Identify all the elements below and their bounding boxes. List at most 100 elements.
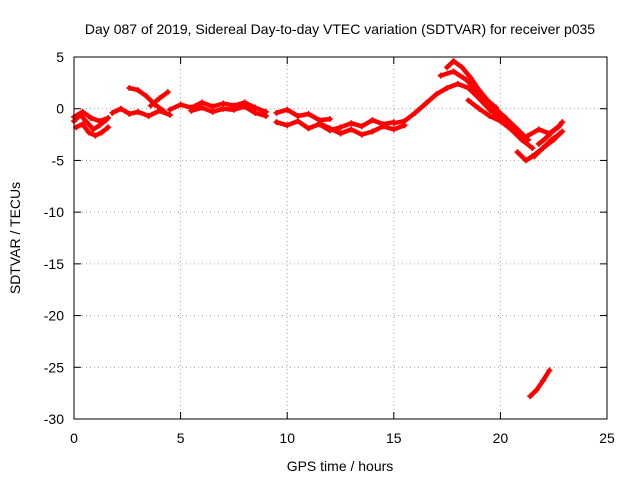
data-point: [348, 120, 355, 127]
data-point: [209, 108, 216, 115]
data-point: [450, 58, 457, 65]
data-point: [134, 87, 141, 94]
data-point: [105, 115, 112, 122]
data-point: [85, 129, 92, 136]
data-point: [527, 393, 534, 400]
series-track-14: [437, 68, 532, 143]
data-point: [117, 105, 124, 112]
data-point: [241, 103, 248, 110]
data-point: [198, 99, 205, 106]
data-point: [143, 93, 150, 100]
data-point: [540, 377, 547, 384]
data-point: [305, 125, 312, 132]
data-point: [548, 129, 555, 136]
data-point: [109, 109, 116, 116]
series-line: [391, 81, 524, 137]
chart-title: Day 087 of 2019, Sidereal Day-to-day VTE…: [85, 21, 595, 37]
data-point: [459, 64, 466, 71]
data-point: [358, 131, 365, 138]
series-track-5: [126, 85, 167, 114]
series-track-3: [71, 108, 112, 125]
data-point: [525, 132, 532, 139]
x-tick-label: 25: [599, 430, 615, 446]
plot-frame: [73, 56, 608, 420]
series-track-2: [73, 121, 112, 139]
data-point: [126, 110, 133, 117]
data-point: [467, 74, 474, 81]
data-point: [88, 115, 95, 122]
data-point: [160, 107, 167, 114]
data-point: [305, 110, 312, 117]
data-point: [476, 90, 483, 97]
data-point: [531, 153, 538, 160]
data-point: [444, 64, 451, 71]
data-point: [96, 118, 103, 125]
data-point: [284, 106, 291, 113]
data-point: [326, 125, 333, 132]
y-tick-label: -5: [52, 152, 65, 168]
series-line: [438, 69, 531, 142]
series-track-20: [527, 367, 553, 400]
series-track-4: [109, 105, 173, 119]
y-axis-label: SDTVAR / TECUs: [7, 182, 23, 294]
y-tick-label: -25: [44, 359, 64, 375]
data-point: [508, 126, 515, 133]
data-point: [358, 123, 365, 130]
data-point: [540, 145, 547, 152]
y-tick-label: -30: [44, 411, 64, 427]
data-point: [529, 145, 536, 152]
data-point: [273, 109, 280, 116]
data-point: [444, 85, 451, 92]
x-tick-label: 5: [177, 430, 185, 446]
data-point: [465, 97, 472, 104]
data-point: [252, 104, 259, 111]
y-tick-label: -20: [44, 308, 64, 324]
x-tick-label: 0: [70, 430, 78, 446]
data-point: [98, 129, 105, 136]
data-point: [369, 117, 376, 124]
data-point: [463, 76, 470, 83]
data-point: [284, 122, 291, 129]
data-point: [390, 120, 397, 127]
data-point: [476, 105, 483, 112]
data-point: [166, 106, 173, 113]
data-point: [316, 120, 323, 127]
x-axis-label: GPS time / hours: [287, 458, 394, 474]
data-point: [177, 101, 184, 108]
data-point: [145, 112, 152, 119]
data-point: [465, 85, 472, 92]
data-point: [369, 128, 376, 135]
data-point: [535, 140, 542, 147]
data-point: [437, 72, 444, 79]
series-track-8: [188, 103, 269, 119]
series-track-12: [390, 80, 525, 138]
data-point: [390, 126, 397, 133]
data-point: [559, 119, 566, 126]
tick-labels: 0 5 10 15 20 25 5 0 -5 -10 -15 -20 -25 -30: [44, 49, 615, 446]
y-tick-label: 0: [56, 101, 64, 117]
data-point: [188, 107, 195, 114]
y-tick-label: -15: [44, 256, 64, 272]
data-point: [546, 367, 553, 374]
data-point: [476, 95, 483, 102]
series-track-19: [535, 119, 566, 147]
data-point: [262, 112, 269, 119]
data-point: [401, 118, 408, 125]
data-point: [488, 102, 495, 109]
data-point: [134, 108, 141, 115]
data-point: [514, 149, 521, 156]
data-point: [450, 68, 457, 75]
series-track-9: [273, 106, 333, 124]
data-point: [273, 119, 280, 126]
data-point: [230, 106, 237, 113]
data-point: [486, 112, 493, 119]
data-point: [126, 85, 133, 92]
data-point: [535, 126, 542, 133]
series-line: [274, 107, 333, 123]
data-point: [326, 116, 333, 123]
data-point: [147, 102, 154, 109]
data-point: [380, 123, 387, 130]
data-point: [79, 121, 86, 128]
series-track-11: [316, 120, 408, 138]
